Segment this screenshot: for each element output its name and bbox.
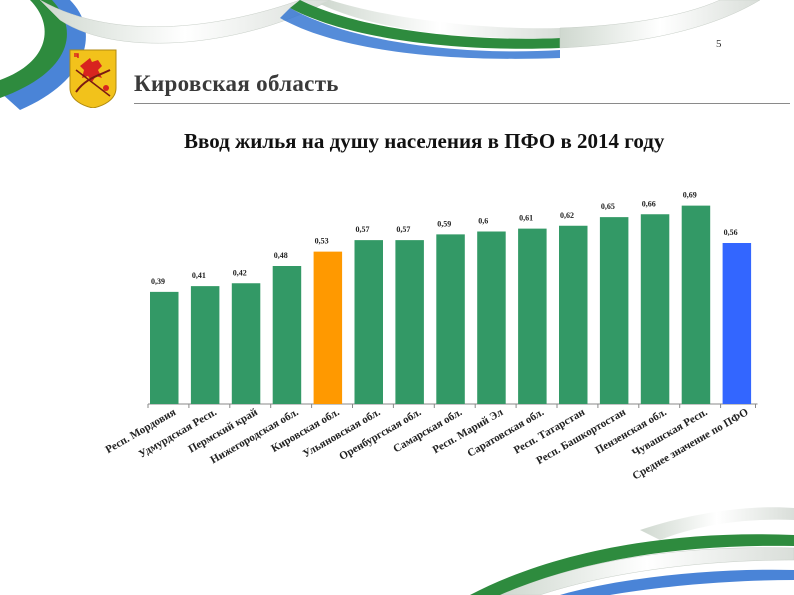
bar <box>436 234 465 404</box>
bar <box>354 240 383 404</box>
bar <box>150 291 179 404</box>
value-label: 0,39 <box>151 277 165 286</box>
value-label: 0,57 <box>396 225 410 234</box>
bar <box>231 283 261 404</box>
value-label: 0,56 <box>724 228 738 237</box>
bar <box>395 240 424 404</box>
bar <box>599 217 629 404</box>
value-label: 0,61 <box>519 214 533 223</box>
bar <box>272 266 302 404</box>
value-label: 0,65 <box>601 202 615 211</box>
chart-title: Ввод жилья на душу населения в ПФО в 201… <box>184 129 665 153</box>
page-number: 5 <box>716 38 722 50</box>
bar <box>640 214 670 404</box>
value-label: 0,42 <box>233 268 247 277</box>
kirov-coat-of-arms-icon <box>69 49 117 108</box>
x-axis-ticks <box>147 404 756 408</box>
value-label: 0,48 <box>274 251 288 260</box>
bar <box>518 228 547 404</box>
region-title: Кировская область <box>134 71 339 96</box>
bars <box>150 205 752 404</box>
value-label: 0,6 <box>478 217 488 226</box>
bar <box>190 286 220 404</box>
bar <box>559 225 588 404</box>
value-labels: 0,39 0,41 0,42 0,48 0,53 0,57 0,57 0,59 0,6 0,61 0… <box>151 191 738 286</box>
value-label: 0,53 <box>315 237 329 246</box>
bar <box>722 243 752 404</box>
value-label: 0,57 <box>356 225 370 234</box>
bar <box>477 231 506 404</box>
value-label: 0,59 <box>437 219 451 228</box>
header-divider <box>134 103 790 104</box>
bar <box>681 205 711 404</box>
value-label: 0,66 <box>642 199 656 208</box>
bar <box>313 251 343 404</box>
value-label: 0,62 <box>560 211 574 220</box>
category-label: Самарская обл. <box>391 406 464 455</box>
value-label: 0,69 <box>683 191 697 200</box>
value-label: 0,41 <box>192 271 206 280</box>
